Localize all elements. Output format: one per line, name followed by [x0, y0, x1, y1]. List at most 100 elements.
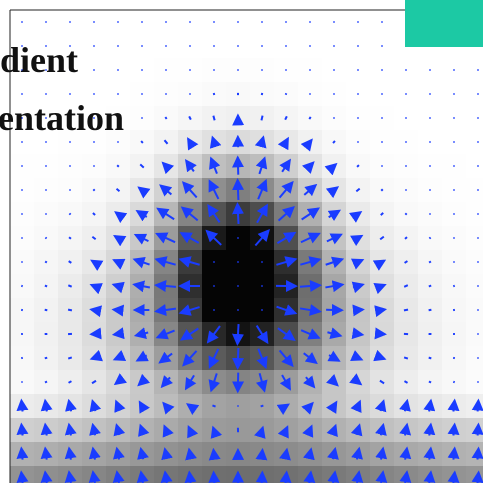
arrow-dot [429, 189, 431, 191]
gradient-arrow [262, 473, 263, 483]
gradient-arrow [93, 189, 94, 190]
gradient-arrow [453, 424, 454, 435]
pixel [466, 346, 483, 371]
arrow-dot [477, 93, 479, 95]
arrow-dot [93, 69, 95, 71]
arrow-dot [333, 69, 335, 71]
arrow-dot [477, 213, 479, 215]
arrow-dot [165, 21, 167, 23]
gradient-arrow [117, 165, 119, 167]
pixel [466, 154, 483, 179]
gradient-arrow [285, 472, 286, 483]
gradient-arrow [68, 310, 72, 311]
gradient-arrow [261, 406, 264, 407]
arrow-dot [21, 213, 23, 215]
arrow-dot [45, 141, 47, 143]
arrow-dot [285, 21, 287, 23]
gradient-arrow [477, 448, 478, 459]
arrow-dot [93, 93, 95, 95]
gradient-figure: dient entation [0, 0, 483, 483]
slide: dient entation [0, 0, 483, 483]
gradient-arrow [429, 237, 430, 238]
arrow-dot [453, 93, 455, 95]
gradient-arrow [429, 286, 431, 287]
pixel [466, 178, 483, 203]
arrow-dot [477, 285, 479, 287]
gradient-arrow [237, 204, 238, 224]
arrow-dot [477, 69, 479, 71]
arrow-dot [237, 309, 239, 311]
pixel [466, 394, 483, 419]
arrow-dot [429, 69, 431, 71]
arrow-dot [429, 213, 431, 215]
arrow-dot [405, 69, 407, 71]
arrow-dot [93, 21, 95, 23]
arrow-dot [357, 21, 359, 23]
arrow-dot [21, 261, 23, 263]
gradient-arrow [381, 189, 382, 191]
arrow-dot [357, 141, 359, 143]
arrow-dot [45, 165, 47, 167]
gradient-arrow [300, 285, 320, 286]
arrow-dot [381, 141, 383, 143]
arrow-dot [453, 237, 455, 239]
arrow-dot [453, 117, 455, 119]
arrow-dot [237, 237, 239, 239]
accent-box [405, 0, 483, 47]
gradient-arrow [21, 424, 22, 435]
title-line: dient [0, 40, 78, 80]
arrow-dot [429, 165, 431, 167]
arrow-dot [189, 21, 191, 23]
pixel [466, 322, 483, 347]
gradient-arrow [69, 237, 71, 239]
arrow-dot [237, 285, 239, 287]
pixel [466, 466, 483, 483]
gradient-arrow [404, 310, 408, 311]
gradient-arrow [309, 117, 310, 119]
gradient-arrow [69, 381, 72, 383]
arrow-dot [69, 189, 71, 191]
gradient-arrow [238, 180, 239, 200]
gradient-arrow [429, 381, 431, 382]
arrow-dot [165, 69, 167, 71]
arrow-dot [405, 93, 407, 95]
arrow-dot [213, 21, 215, 23]
pixel [466, 274, 483, 299]
arrow-dot [477, 333, 479, 335]
gradient-arrow [429, 310, 432, 311]
gradient-arrow [237, 324, 238, 344]
arrow-dot [405, 165, 407, 167]
arrow-dot [165, 93, 167, 95]
arrow-dot [21, 141, 23, 143]
arrow-dot [237, 21, 239, 23]
arrow-dot [453, 189, 455, 191]
arrow-dot [69, 21, 71, 23]
arrow-dot [477, 357, 479, 359]
gradient-arrow [379, 334, 385, 335]
arrow-dot [405, 117, 407, 119]
arrow-dot [21, 189, 23, 191]
arrow-dot [21, 381, 23, 383]
gradient-arrow [238, 157, 239, 174]
gradient-arrow [453, 286, 455, 287]
arrow-dot [21, 237, 23, 239]
gradient-arrow [45, 382, 47, 383]
arrow-dot [237, 261, 239, 263]
gradient-arrow [238, 348, 239, 368]
arrow-dot [237, 45, 239, 47]
arrow-dot [21, 165, 23, 167]
gradient-arrow [45, 261, 47, 262]
gradient-arrow [212, 405, 215, 406]
arrow-dot [285, 69, 287, 71]
gradient-arrow [21, 286, 22, 287]
gradient-arrow [261, 116, 262, 121]
pixel [466, 418, 483, 443]
arrow-dot [357, 69, 359, 71]
gradient-arrow [333, 141, 335, 143]
gradient-arrow [353, 310, 363, 311]
gradient-arrow [405, 237, 407, 239]
arrow-dot [141, 45, 143, 47]
arrow-dot [357, 117, 359, 119]
gradient-arrow [478, 401, 479, 412]
gradient-arrow [21, 472, 22, 483]
